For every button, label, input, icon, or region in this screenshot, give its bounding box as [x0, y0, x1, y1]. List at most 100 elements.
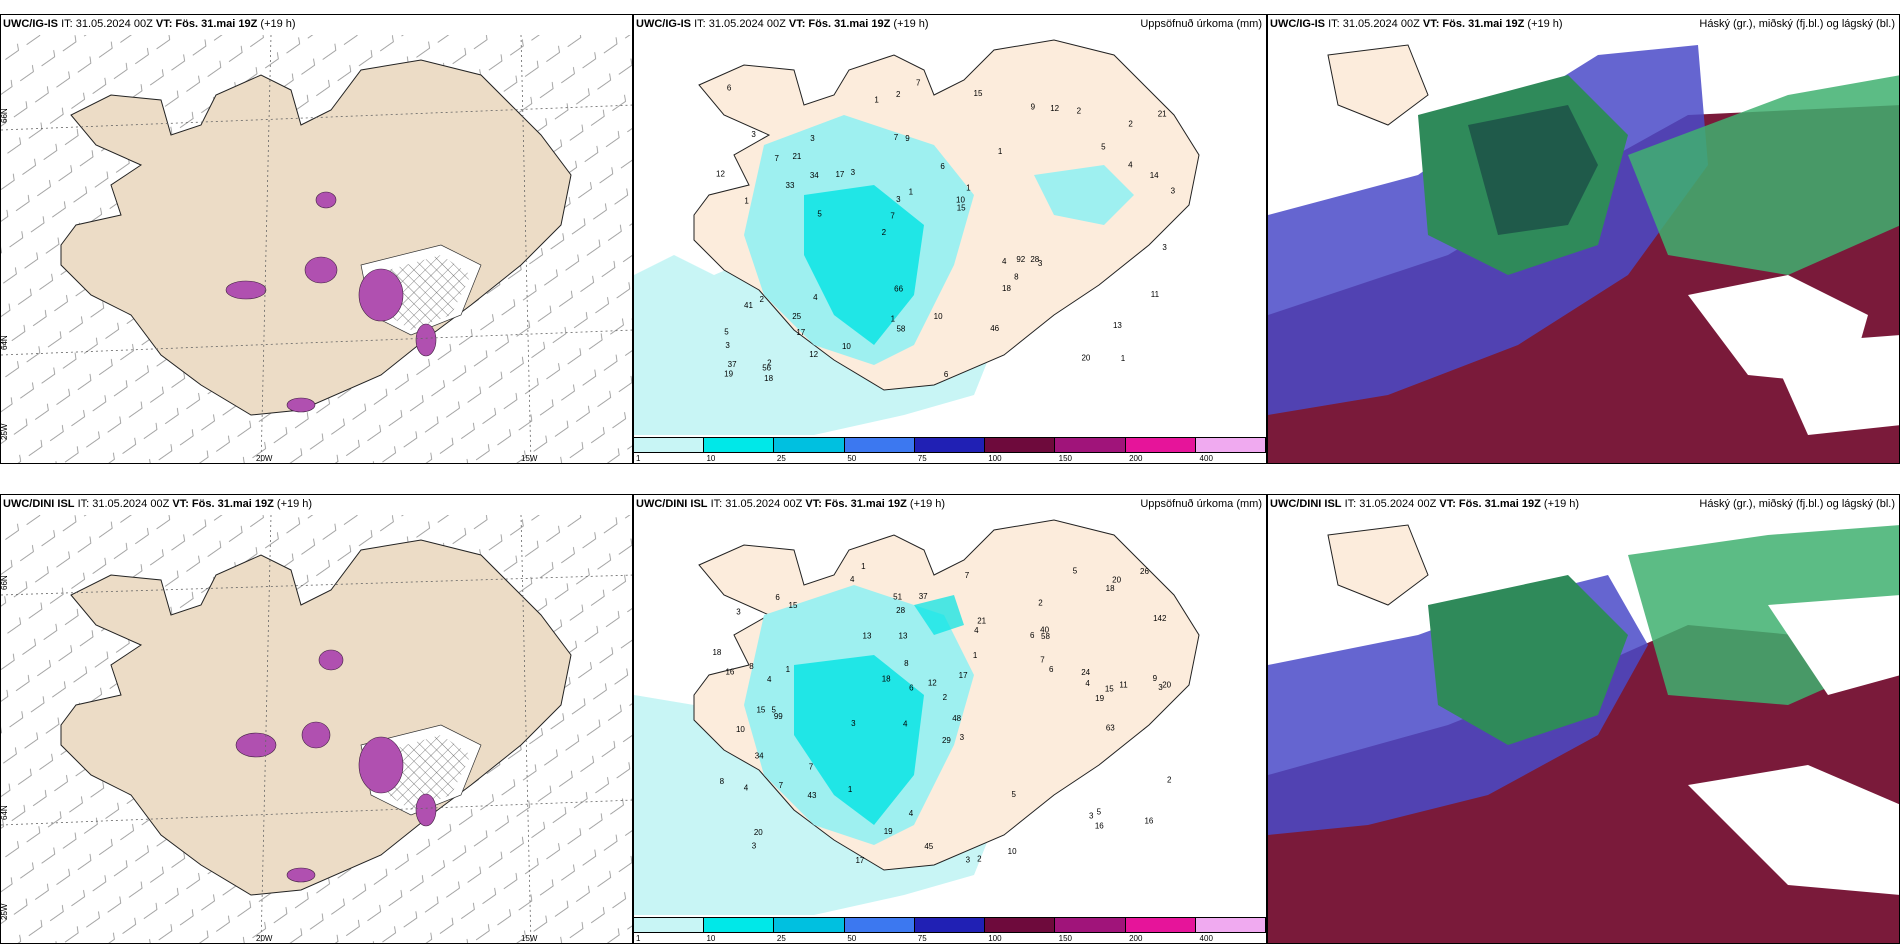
- precip-value-label: 1: [848, 785, 853, 794]
- precip-value-label: 18: [1106, 584, 1115, 593]
- colorbar-swatch: [844, 918, 915, 932]
- colorbar-label: 200: [1129, 454, 1143, 463]
- panel-header: UWC/IG-IS IT: 31.05.2024 00Z VT: Fös. 31…: [3, 18, 296, 30]
- iceland-landmass: [60, 59, 572, 416]
- precip-value-label: 4: [744, 784, 749, 793]
- precip-value-label: 10: [842, 342, 851, 351]
- precip-value-label: 14: [1150, 171, 1159, 180]
- colorbar-swatch: [774, 918, 845, 932]
- precip-value-label: 16: [725, 668, 734, 677]
- precip-value-label: 5: [1011, 790, 1016, 799]
- precip-value-label: 6: [909, 684, 914, 693]
- precip-value-label: 3: [966, 856, 971, 865]
- precip-value-label: 33: [786, 181, 795, 190]
- precip-value-label: 17: [959, 671, 968, 680]
- precip-value-label: 5: [1097, 807, 1102, 816]
- precip-value-label: 15: [957, 204, 966, 213]
- colorbar-label: 10: [706, 454, 716, 463]
- precip-value-label: 19: [884, 827, 893, 836]
- precip-value-label: 17: [855, 856, 864, 865]
- colorbar-swatch: [1055, 918, 1126, 932]
- precip-value-label: 18: [764, 374, 773, 383]
- lon-label-15w: 15W: [521, 934, 538, 943]
- iceland-precip-map: 1122127623317913323447133942013286173318…: [634, 39, 1200, 435]
- colorbar-label: 75: [917, 454, 927, 463]
- precip-value-label: 6: [1049, 665, 1054, 674]
- lat-label-64n: 64N: [1, 805, 9, 820]
- lon-label-15w: 15W: [521, 454, 538, 463]
- colorbar-swatch: [914, 918, 986, 932]
- precip-value-label: 28: [896, 606, 905, 615]
- precip-value-label: 3: [1089, 811, 1094, 820]
- precip-value-label: 1: [861, 562, 866, 571]
- precip-value-label: 19: [724, 369, 733, 378]
- precip-value-label: 1: [744, 196, 749, 205]
- iceland-wind-map: 20W 15W 66N 64N 25W: [1, 514, 632, 943]
- precip-value-label: 7: [774, 154, 779, 163]
- precip-value-label: 7: [894, 133, 899, 142]
- colorbar-swatch: [704, 438, 775, 452]
- precip-value-label: 2: [943, 693, 948, 702]
- precip-value-label: 2: [882, 228, 887, 237]
- precip-value-label: 9: [1153, 674, 1158, 683]
- lat-label-66n: 66N: [1, 108, 9, 123]
- precip-value-label: 43: [808, 791, 817, 800]
- precip-value-label: 17: [835, 170, 844, 179]
- precip-value-label: 1: [786, 665, 791, 674]
- iceland-cloud-map: [1268, 515, 1899, 943]
- precip-value-label: 51: [893, 593, 902, 602]
- panel-header: UWC/DINI ISL IT: 31.05.2024 00Z VT: Fös.…: [1270, 498, 1580, 510]
- precip-value-label: 8: [720, 777, 725, 786]
- precip-value-label: 13: [1113, 321, 1122, 330]
- precip-value-label: 2: [767, 359, 772, 368]
- precip-value-label: 4: [1085, 679, 1090, 688]
- precip-value-label: 8: [904, 659, 909, 668]
- precip-value-label: 7: [1040, 655, 1045, 664]
- precip-value-label: 6: [944, 370, 949, 379]
- panel-header: UWC/DINI ISL IT: 31.05.2024 00Z VT: Fös.…: [636, 498, 946, 510]
- precip-value-label: 18: [1002, 284, 1011, 293]
- precip-value-label: 5: [771, 705, 776, 714]
- precip-value-label: 21: [792, 152, 801, 161]
- precip-value-label: 15: [974, 89, 983, 98]
- panel-header: UWC/IG-IS IT: 31.05.2024 00Z VT: Fös. 31…: [1270, 18, 1563, 30]
- panel-header: UWC/DINI ISL IT: 31.05.2024 00Z VT: Fös.…: [3, 498, 313, 510]
- lat-label-64n: 64N: [1, 335, 9, 350]
- precip-value-label: 15: [789, 601, 798, 610]
- precip-value-label: 9: [1031, 103, 1036, 112]
- colorbar-swatch: [1055, 438, 1126, 452]
- precip-value-label: 4: [974, 626, 979, 635]
- precip-value-label: 18: [712, 648, 721, 657]
- precip-value-label: 20: [1162, 680, 1171, 689]
- precip-value-label: 1: [998, 147, 1003, 156]
- precip-value-label: 37: [728, 360, 737, 369]
- iceland-landmass: [60, 539, 572, 896]
- precip-value-label: 4: [909, 809, 914, 818]
- precip-value-label: 10: [934, 312, 943, 321]
- precip-value-label: 3: [960, 733, 965, 742]
- precip-value-label: 48: [952, 714, 961, 723]
- precip-value-label: 3: [810, 134, 815, 143]
- precip-value-label: 4: [767, 675, 772, 684]
- colorbar-label: 1: [636, 454, 641, 463]
- precip-value-label: 45: [924, 842, 933, 851]
- precip-value-label: 12: [928, 679, 937, 688]
- map-panel-wind-bottom: UWC/DINI ISL IT: 31.05.2024 00Z VT: Fös.…: [0, 494, 633, 944]
- colorbar-label: 25: [776, 934, 786, 943]
- precip-value-label: 8: [749, 662, 754, 671]
- precip-value-label: 3: [752, 842, 757, 851]
- iceland-wind-map: 20W 15W 66N 64N 25W: [1, 34, 632, 463]
- colorbar-label: 1: [636, 934, 641, 943]
- precip-value-label: 16: [1144, 817, 1153, 826]
- precip-value-label: 99: [774, 712, 783, 721]
- precip-value-label: 7: [890, 212, 895, 221]
- precip-value-label: 12: [716, 170, 725, 179]
- precip-value-label: 3: [751, 130, 756, 139]
- precip-value-label: 3: [1162, 243, 1167, 252]
- precip-value-label: 3: [1158, 683, 1163, 692]
- panel-title-clouds: Háský (gr.), miðský (fj.bl.) og lágský (…: [1699, 498, 1895, 510]
- lon-label-20w: 20W: [256, 934, 273, 943]
- precip-value-label: 7: [965, 571, 970, 580]
- precip-value-label: 1: [966, 184, 971, 193]
